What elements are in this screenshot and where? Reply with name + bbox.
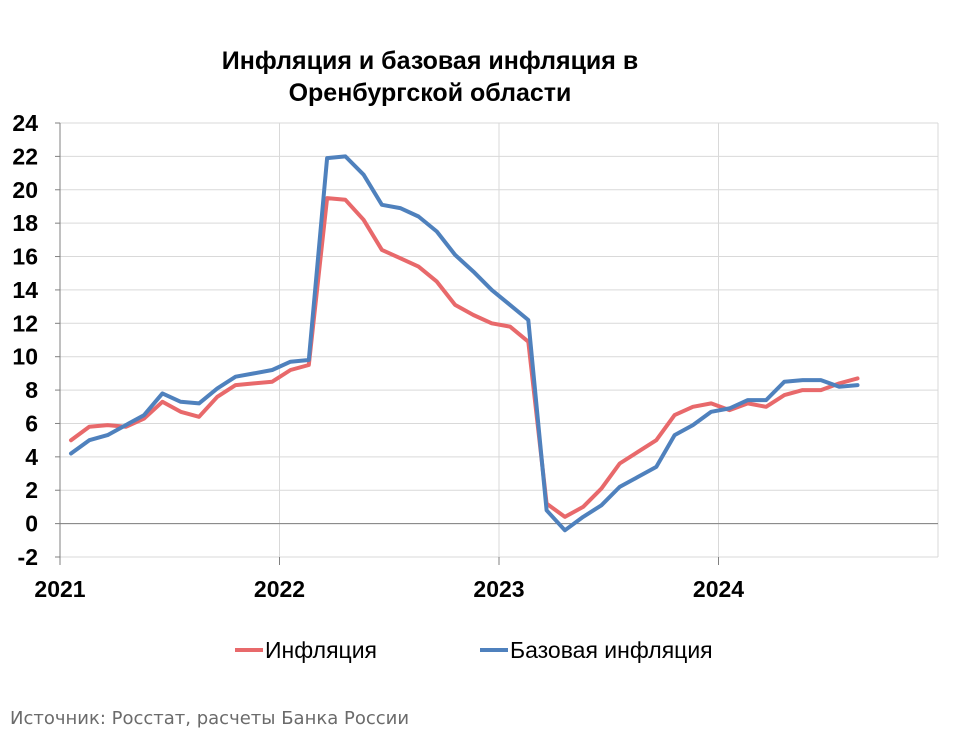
y-tick-label: 6 [25, 410, 38, 436]
y-tick-label: 8 [25, 377, 38, 403]
x-tick-label: 2024 [693, 576, 744, 602]
series-line-inflation [69, 196, 860, 519]
x-tick-label: 2022 [254, 576, 305, 602]
y-tick-label: 14 [12, 277, 38, 303]
legend-label: Базовая инфляция [510, 637, 713, 663]
y-tick-label: 24 [12, 110, 38, 136]
series-line-core-inflation [69, 154, 860, 533]
legend-label: Инфляция [265, 637, 377, 663]
y-tick-label: 12 [12, 310, 38, 336]
legend: Инфляция Базовая инфляция [235, 637, 713, 663]
y-tick-label: 0 [25, 511, 38, 537]
x-tick-label: 2023 [473, 576, 524, 602]
y-tick-label: 18 [12, 210, 38, 236]
chart-title-line-2: Оренбургской области [289, 79, 572, 107]
x-axis-ticks: 2021 2022 2023 2024 [34, 576, 744, 602]
gridlines [59, 122, 939, 558]
series-lines [69, 154, 860, 533]
y-tick-label: 22 [12, 143, 38, 169]
x-tick-label: 2021 [34, 576, 85, 602]
y-tick-label: 10 [12, 344, 38, 370]
axes [55, 122, 938, 565]
y-tick-label: 4 [25, 444, 38, 470]
chart-title-line-1: Инфляция и базовая инфляция в [222, 47, 638, 75]
source-note: Источник: Росстат, расчеты Банка России [10, 708, 410, 729]
y-tick-label: 2 [25, 477, 38, 503]
y-tick-label: 16 [12, 244, 38, 270]
y-tick-label: -2 [18, 544, 38, 570]
y-tick-label: 20 [12, 177, 38, 203]
